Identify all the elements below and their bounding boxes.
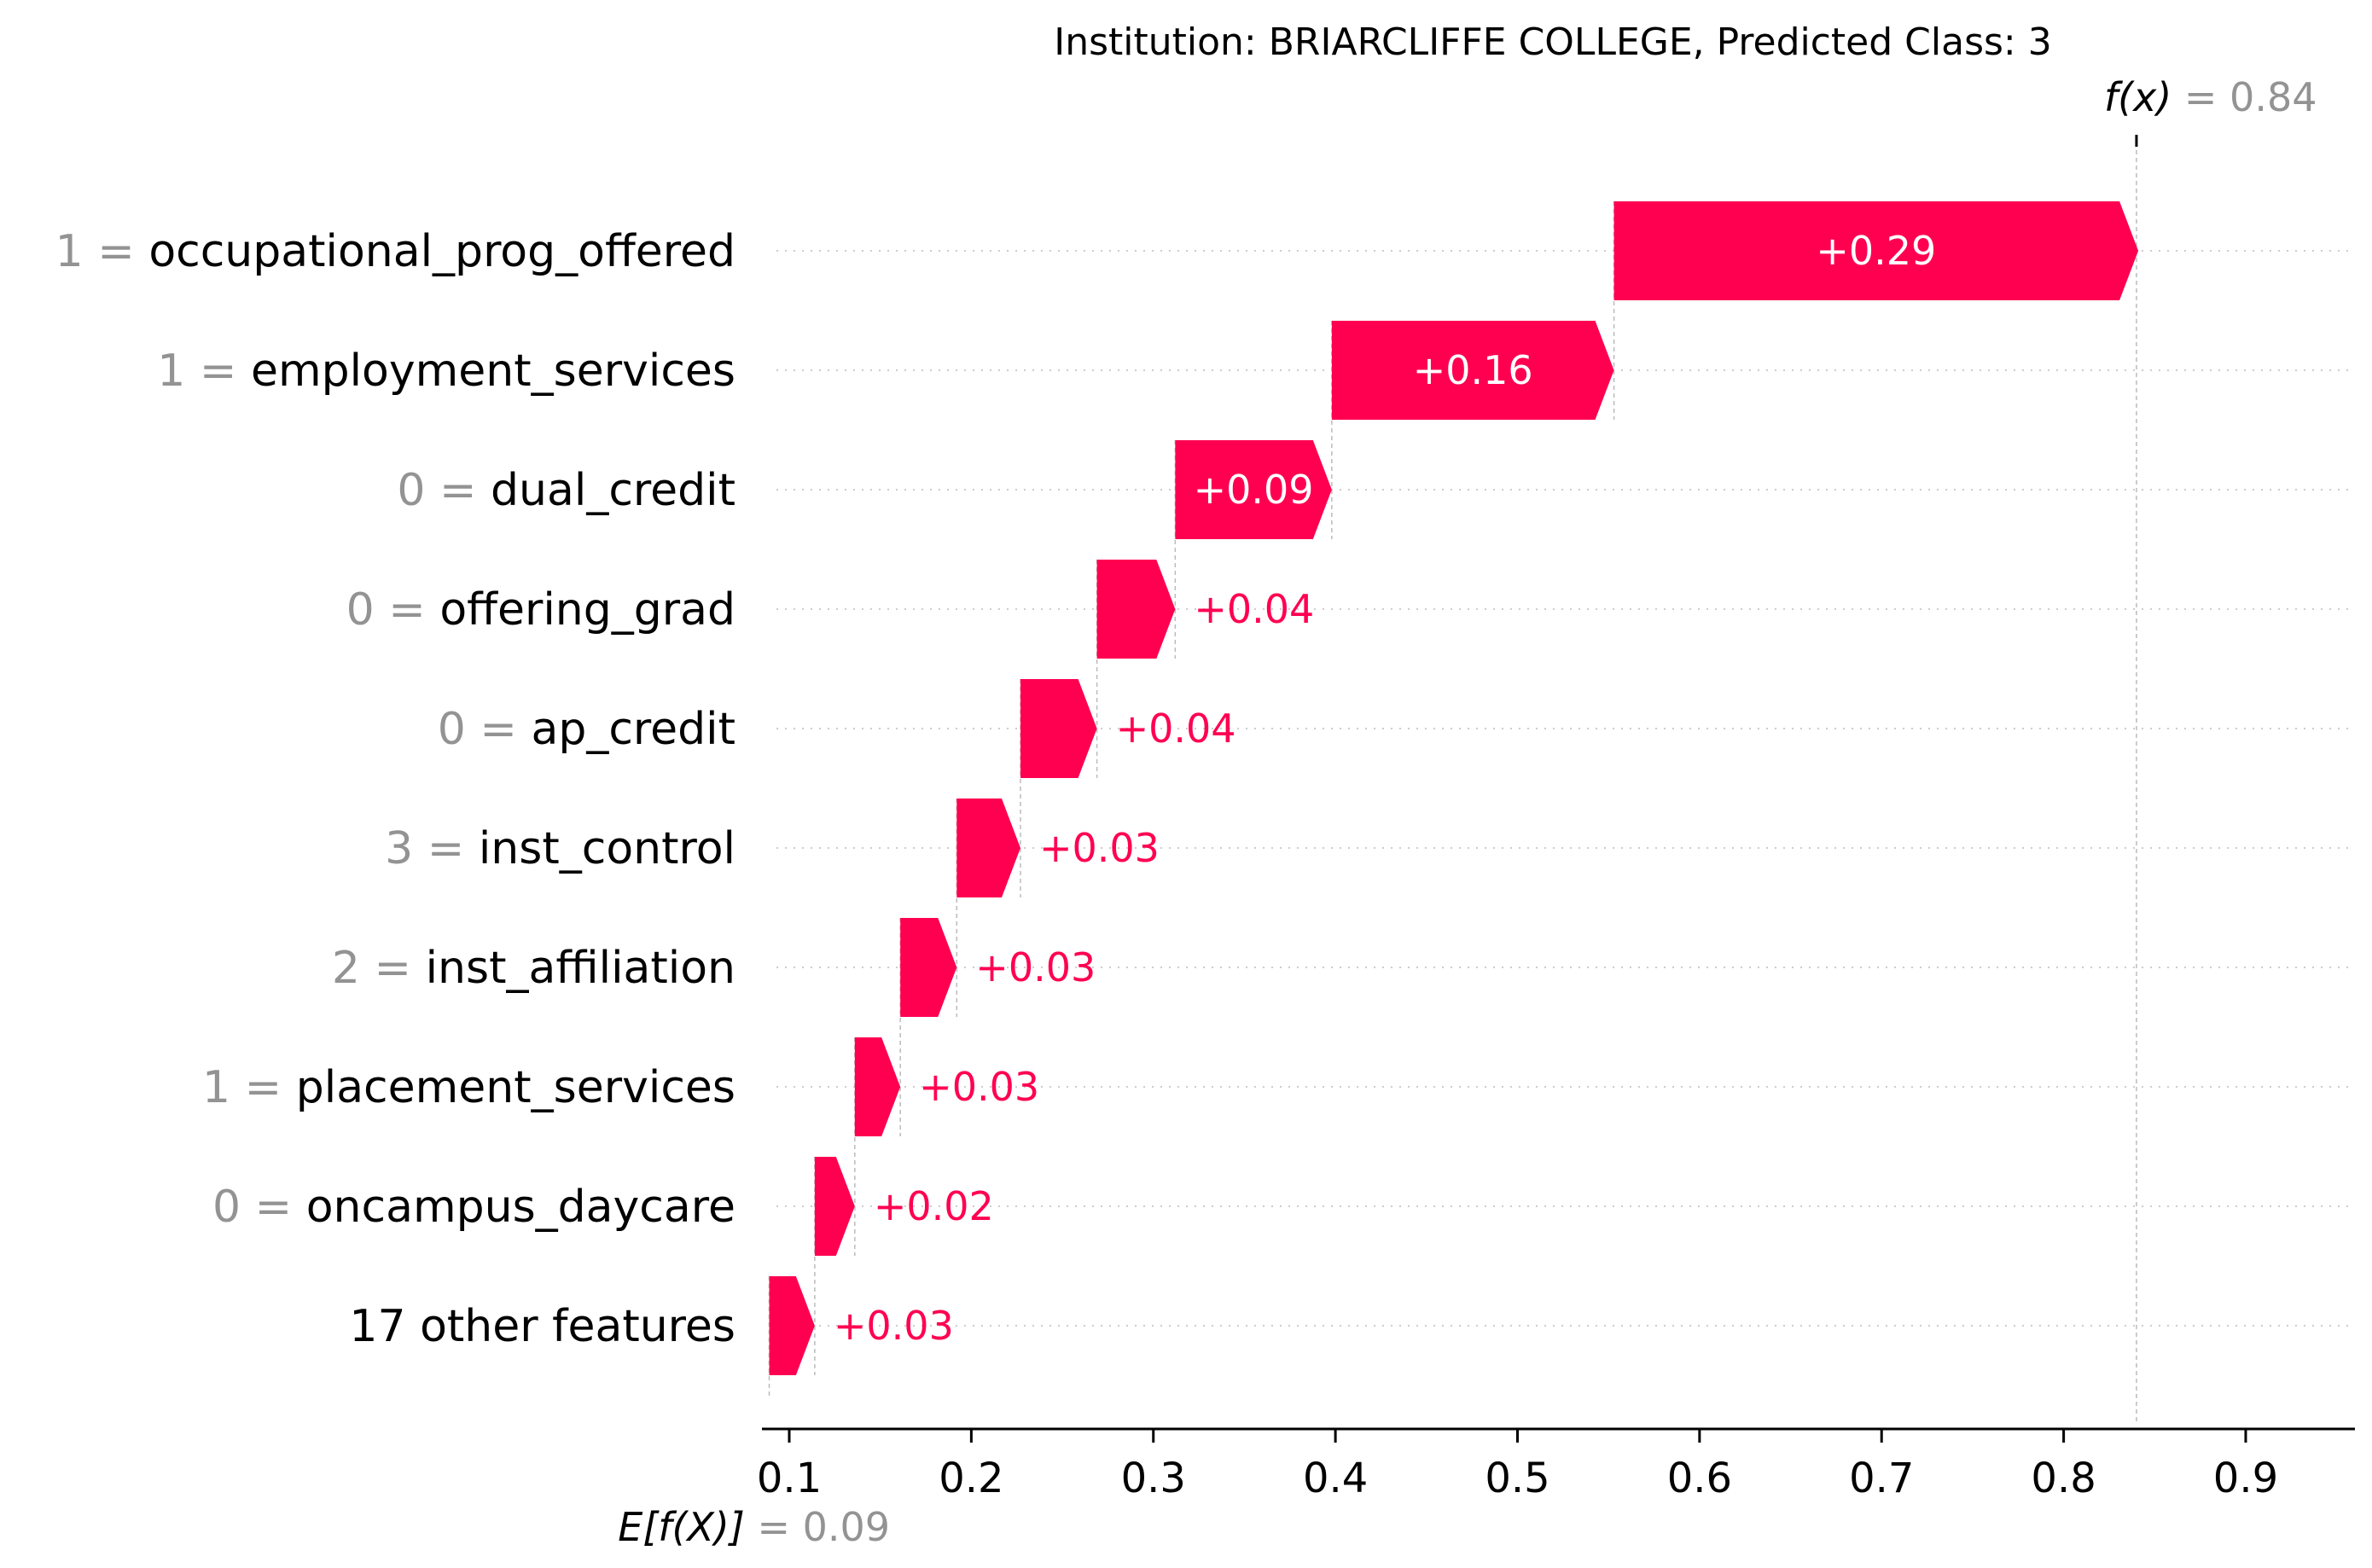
x-tick-label: 0.2 xyxy=(939,1455,1003,1502)
feature-name: employment_services xyxy=(251,346,735,397)
x-tick-label: 0.7 xyxy=(1849,1455,1914,1502)
feature-name: occupational_prog_offered xyxy=(148,226,735,277)
bar-17-other-features xyxy=(769,1276,815,1375)
feature-value: 0 = xyxy=(397,465,491,516)
feature-name: 17 other features xyxy=(349,1301,735,1352)
base-value-number: = 0.09 xyxy=(745,1504,890,1550)
feature-name: placement_services xyxy=(296,1062,735,1113)
x-tick-label: 0.5 xyxy=(1485,1455,1549,1502)
base-value-prefix: E[f(X)] xyxy=(618,1504,745,1550)
feature-value: 0 = xyxy=(346,584,440,636)
output-value-label: f(x) = 0.84 xyxy=(2104,74,2317,120)
bar-value-label: +0.03 xyxy=(834,1303,954,1349)
feature-label: 1 = occupational_prog_offered xyxy=(55,226,735,277)
bar-occupational-prog-offered xyxy=(1613,201,2139,300)
bar-dual-credit xyxy=(1175,440,1332,539)
feature-label: 3 = inst_control xyxy=(385,823,735,874)
bar-value-label: +0.03 xyxy=(975,944,1096,990)
feature-value: 0 = xyxy=(212,1182,306,1233)
feature-name: oncampus_daycare xyxy=(306,1182,735,1233)
x-tick-label: 0.1 xyxy=(757,1455,822,1502)
base-value-label: E[f(X)] = 0.09 xyxy=(618,1504,890,1550)
x-tick-label: 0.4 xyxy=(1303,1455,1368,1502)
x-tick-label: 0.6 xyxy=(1667,1455,1732,1502)
feature-name: inst_control xyxy=(479,823,735,874)
bar-value-label: +0.29 xyxy=(1816,228,1936,274)
feature-name: inst_affiliation xyxy=(426,943,735,994)
x-tick-label: 0.9 xyxy=(2213,1455,2278,1502)
feature-name: offering_grad xyxy=(439,584,735,636)
output-value-prefix: f(x) xyxy=(2104,74,2171,120)
x-tick-label: 0.3 xyxy=(1121,1455,1186,1502)
feature-value: 3 = xyxy=(385,823,479,874)
x-tick-label: 0.8 xyxy=(2031,1455,2096,1502)
bars: +0.29 +0.16 +0.09 +0.04 +0.04 +0.03 +0.03 +0.03… xyxy=(769,201,2139,1375)
bar-value-label: +0.16 xyxy=(1413,347,1533,393)
feature-label: 0 = dual_credit xyxy=(397,465,735,516)
bar-offering-grad xyxy=(1096,560,1176,659)
x-axis: f(x) = 0.84 0.1 0.2 0.3 0.4 0.5 0.6 0.7 0.8 0.9 E[… xyxy=(618,74,2355,1550)
bar-value-label: +0.03 xyxy=(1039,825,1160,871)
bar-value-label: +0.09 xyxy=(1194,467,1314,513)
bar-value-label: +0.04 xyxy=(1116,706,1236,752)
feature-label: 0 = offering_grad xyxy=(346,584,735,636)
feature-label: 0 = ap_credit xyxy=(438,704,735,755)
bar-value-label: +0.02 xyxy=(874,1183,994,1229)
bar-inst-control xyxy=(956,799,1020,897)
output-value-number: = 0.84 xyxy=(2171,74,2317,120)
feature-value: 2 = xyxy=(332,943,426,994)
feature-value: 0 = xyxy=(438,704,532,755)
feature-name: ap_credit xyxy=(531,704,735,755)
feature-label: 0 = oncampus_daycare xyxy=(212,1182,735,1233)
bar-value-label: +0.03 xyxy=(919,1064,1039,1110)
feature-label: 2 = inst_affiliation xyxy=(332,943,735,994)
feature-name: dual_credit xyxy=(491,465,735,516)
bar-employment-services xyxy=(1331,321,1614,420)
bar-oncampus-daycare xyxy=(814,1157,855,1256)
feature-value: 1 = xyxy=(157,346,251,397)
bar-placement-services xyxy=(854,1037,901,1136)
feature-value: 1 = xyxy=(55,226,149,277)
bar-inst-affiliation xyxy=(900,918,957,1017)
chart-title: Institution: BRIARCLIFFE COLLEGE, Predic… xyxy=(1054,20,2051,64)
feature-value: 1 = xyxy=(202,1062,296,1113)
bar-ap-credit xyxy=(1020,679,1097,778)
bar-value-label: +0.04 xyxy=(1194,586,1314,632)
feature-label: 1 = employment_services xyxy=(157,346,735,397)
feature-label: 1 = placement_services xyxy=(202,1062,735,1113)
bar-connectors xyxy=(768,135,2138,1422)
feature-label: 17 other features xyxy=(349,1301,735,1352)
